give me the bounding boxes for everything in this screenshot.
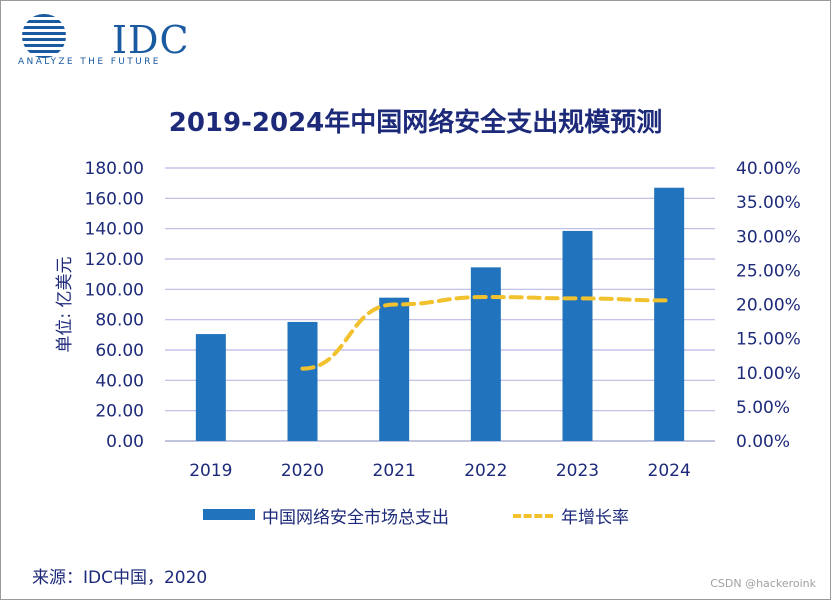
y-tick-label: 0.00 — [106, 432, 144, 452]
y2-tick-label: 30.00% — [736, 227, 801, 247]
x-tick-label: 2019 — [189, 461, 232, 481]
y-tick-label: 20.00 — [95, 402, 144, 422]
legend-line-label: 年增长率 — [561, 508, 629, 528]
y2-tick-label: 0.00% — [736, 432, 790, 452]
growth-rate-line — [300, 294, 672, 371]
y2-tick-label: 10.00% — [736, 364, 801, 384]
x-tick-label: 2020 — [281, 461, 324, 481]
bar — [562, 230, 593, 441]
source-note: 来源：IDC中国，2020 — [32, 568, 208, 588]
idc-globe-icon — [22, 14, 66, 58]
chart-legend: 中国网络安全市场总支出 年增长率 — [0, 503, 831, 528]
y2-tick-label: 35.00% — [736, 193, 801, 213]
y-tick-label: 160.00 — [85, 189, 144, 209]
logo-tagline: ANALYZE THE FUTURE — [18, 57, 161, 67]
x-tick-label: 2024 — [648, 461, 691, 481]
legend-bar-swatch — [203, 509, 255, 520]
y-tick-label: 80.00 — [95, 311, 144, 331]
y2-tick-label: 25.00% — [736, 261, 801, 281]
bar — [287, 321, 318, 441]
bar — [195, 334, 226, 441]
legend-bar-label: 中国网络安全市场总支出 — [262, 508, 449, 528]
bar — [470, 267, 501, 441]
y-tick-label: 40.00 — [95, 371, 144, 391]
idc-logo: IDC — [18, 12, 198, 72]
y2-tick-label: 15.00% — [736, 330, 801, 350]
x-tick-label: 2021 — [373, 461, 416, 481]
y-tick-label: 180.00 — [85, 159, 144, 179]
y-tick-label: 100.00 — [85, 280, 144, 300]
y2-tick-label: 20.00% — [736, 296, 801, 316]
bar — [654, 187, 685, 441]
y-axis-label: 单位: 亿美元 — [55, 256, 75, 352]
y2-tick-label: 40.00% — [736, 159, 801, 179]
x-tick-label: 2022 — [464, 461, 507, 481]
legend-line-swatch — [513, 514, 553, 518]
x-tick-label: 2023 — [556, 461, 599, 481]
y-tick-label: 60.00 — [95, 341, 144, 361]
chart-title: 2019-2024年中国网络安全支出规模预测 — [168, 108, 663, 138]
y2-tick-label: 5.00% — [736, 398, 790, 418]
bar — [379, 297, 410, 441]
logo-text: IDC — [112, 18, 190, 62]
y-tick-label: 140.00 — [85, 220, 144, 240]
y-tick-label: 120.00 — [85, 250, 144, 270]
watermark: CSDN @hackeroink — [710, 577, 816, 590]
